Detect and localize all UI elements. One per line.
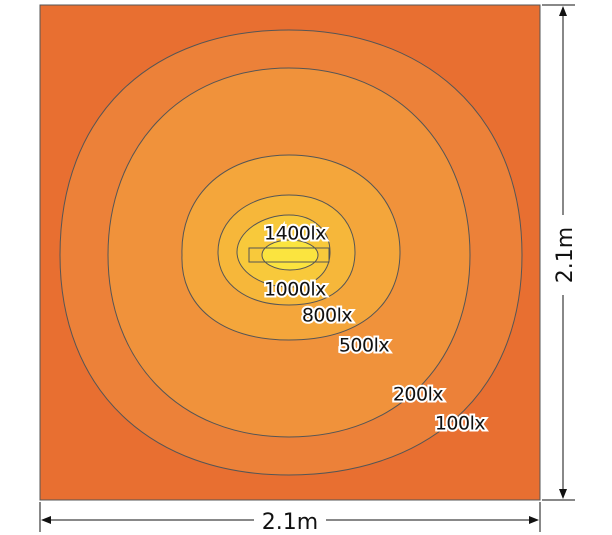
- contour-label: 800lx: [302, 305, 353, 327]
- height-label: 2.1m: [553, 227, 578, 283]
- contour-label: 200lx: [393, 384, 444, 406]
- width-label: 2.1m: [262, 510, 318, 535]
- contour-label: 1400lx: [264, 223, 326, 245]
- contour-1400: [261, 239, 319, 271]
- luminaire: [248, 247, 330, 263]
- contour-label: 100lx: [435, 413, 486, 435]
- contour-label: 1000lx: [264, 279, 326, 301]
- contour-label: 500lx: [339, 335, 390, 357]
